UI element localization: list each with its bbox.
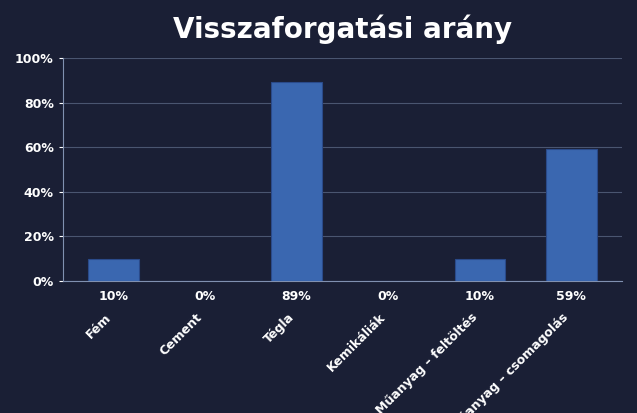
Bar [455, 259, 505, 281]
Bar [88, 259, 139, 281]
Title: Visszaforgatási arány: Visszaforgatási arány [173, 15, 512, 45]
Text: 0%: 0% [194, 290, 215, 303]
Text: 89%: 89% [282, 290, 311, 303]
Text: 10%: 10% [465, 290, 495, 303]
Bar [271, 83, 322, 281]
Text: 10%: 10% [98, 290, 129, 303]
Text: 0%: 0% [378, 290, 399, 303]
Text: 59%: 59% [557, 290, 586, 303]
Bar [546, 150, 597, 281]
